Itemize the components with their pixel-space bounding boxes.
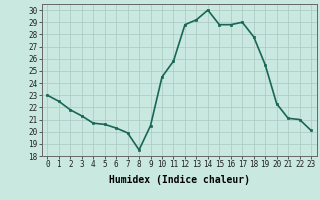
X-axis label: Humidex (Indice chaleur): Humidex (Indice chaleur) [109, 175, 250, 185]
